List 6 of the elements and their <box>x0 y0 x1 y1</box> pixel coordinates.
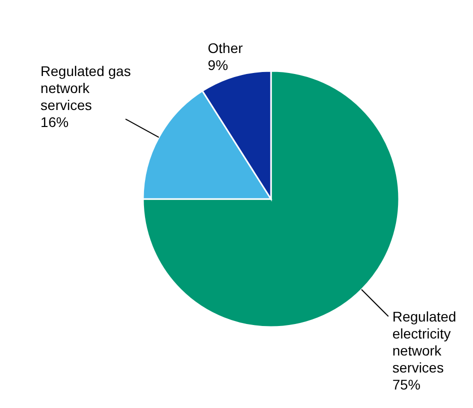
slice-label: Regulated gas network services <box>40 63 131 114</box>
slice-label: Other <box>208 40 244 56</box>
data-label: 75% <box>392 376 420 392</box>
data-label: 9% <box>208 57 228 74</box>
data-label: 16% <box>40 114 69 130</box>
slice-label: Regulated electricity network services <box>392 308 456 376</box>
